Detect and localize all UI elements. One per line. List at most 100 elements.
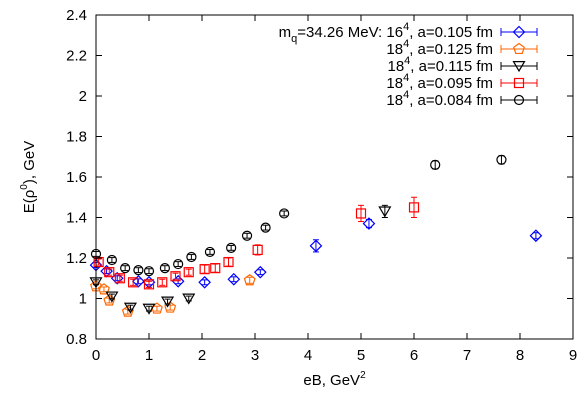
data-marker	[143, 279, 155, 290]
x-tick-label: 2	[198, 347, 206, 364]
data-marker	[253, 265, 267, 279]
data-point	[159, 263, 170, 274]
data-marker	[355, 208, 367, 219]
y-axis-label: E(ρ0), GeV	[19, 141, 38, 213]
data-point	[143, 279, 155, 290]
data-point	[529, 229, 543, 243]
data-marker	[227, 272, 241, 286]
legend-label: mq=34.26 MeV: 164, a=0.105 fm	[279, 21, 493, 45]
series-4	[93, 196, 420, 290]
data-point	[260, 222, 271, 233]
data-marker	[226, 242, 237, 253]
legend-entry: 184, a=0.084 fm	[386, 89, 538, 109]
x-tick-label: 4	[304, 347, 312, 364]
data-point	[309, 239, 323, 253]
data-marker	[252, 244, 263, 255]
data-marker	[186, 251, 197, 263]
data-point	[142, 303, 156, 315]
data-point	[223, 256, 234, 268]
data-marker	[430, 159, 441, 170]
data-point	[170, 271, 181, 282]
data-point	[408, 196, 420, 218]
data-point	[430, 159, 441, 170]
x-tick-label: 6	[410, 347, 418, 364]
data-point	[241, 230, 253, 241]
x-tick-label: 5	[357, 347, 365, 364]
data-point	[183, 267, 194, 278]
data-point	[114, 273, 125, 284]
data-point	[120, 263, 131, 274]
data-point	[198, 275, 211, 289]
y-tick-label: 1	[79, 291, 87, 308]
x-tick-label: 9	[569, 347, 577, 364]
x-tick-label: 1	[145, 347, 153, 364]
data-marker	[105, 291, 119, 303]
data-point	[157, 277, 168, 288]
data-point	[496, 154, 507, 165]
data-marker	[243, 274, 256, 286]
y-tick-label: 2	[79, 88, 87, 105]
data-point	[227, 272, 241, 286]
data-point	[104, 267, 115, 278]
data-point	[362, 217, 376, 230]
data-point	[133, 265, 144, 276]
data-series	[89, 154, 543, 317]
data-point	[143, 266, 155, 277]
data-marker	[157, 277, 168, 288]
data-point	[355, 204, 367, 223]
data-marker	[408, 202, 420, 213]
data-marker	[133, 265, 144, 276]
data-point	[243, 274, 256, 286]
data-point	[253, 265, 267, 279]
x-tick-label: 8	[516, 347, 524, 364]
data-marker	[210, 263, 221, 274]
legend-marker	[512, 25, 526, 39]
data-marker	[182, 293, 196, 305]
data-point	[226, 242, 237, 253]
legend-label: 184, a=0.115 fm	[387, 55, 493, 75]
y-tick-label: 1.8	[66, 129, 87, 146]
data-marker	[106, 254, 118, 266]
y-tick-label: 2.2	[66, 48, 87, 65]
x-tick-label: 7	[463, 347, 471, 364]
data-marker	[159, 263, 170, 274]
data-point	[93, 256, 104, 268]
data-point	[106, 254, 118, 266]
data-point	[378, 204, 392, 218]
data-marker	[241, 230, 253, 241]
data-marker	[198, 275, 211, 289]
data-marker	[170, 271, 181, 282]
data-marker	[164, 301, 177, 313]
data-marker	[98, 283, 110, 295]
data-point	[252, 244, 263, 256]
legend-entry: mq=34.26 MeV: 164, a=0.105 fm	[279, 21, 538, 45]
data-marker	[378, 206, 392, 218]
y-tick-label: 1.2	[66, 250, 87, 267]
data-point	[210, 263, 221, 274]
data-marker	[142, 303, 156, 315]
y-tick-label: 2.4	[66, 7, 87, 24]
data-marker	[223, 256, 234, 268]
legend-marker	[513, 77, 525, 89]
legend-label: 184, a=0.084 fm	[386, 89, 493, 109]
data-marker	[496, 154, 507, 165]
data-point	[199, 264, 210, 275]
x-axis-label: eB, GeV2	[303, 370, 366, 389]
data-marker	[260, 222, 271, 233]
legend-marker	[513, 94, 525, 106]
data-point	[204, 246, 216, 258]
legend-entry: 184, a=0.125 fm	[386, 38, 538, 58]
legend-entry: 184, a=0.095 fm	[386, 72, 538, 92]
data-point	[186, 251, 197, 263]
data-point	[182, 293, 196, 305]
data-point	[161, 296, 175, 308]
data-marker	[143, 266, 155, 277]
data-marker	[529, 229, 543, 243]
data-marker	[204, 246, 216, 258]
data-point	[128, 277, 139, 288]
x-tick-label: 0	[92, 347, 100, 364]
legend-marker	[513, 42, 525, 55]
